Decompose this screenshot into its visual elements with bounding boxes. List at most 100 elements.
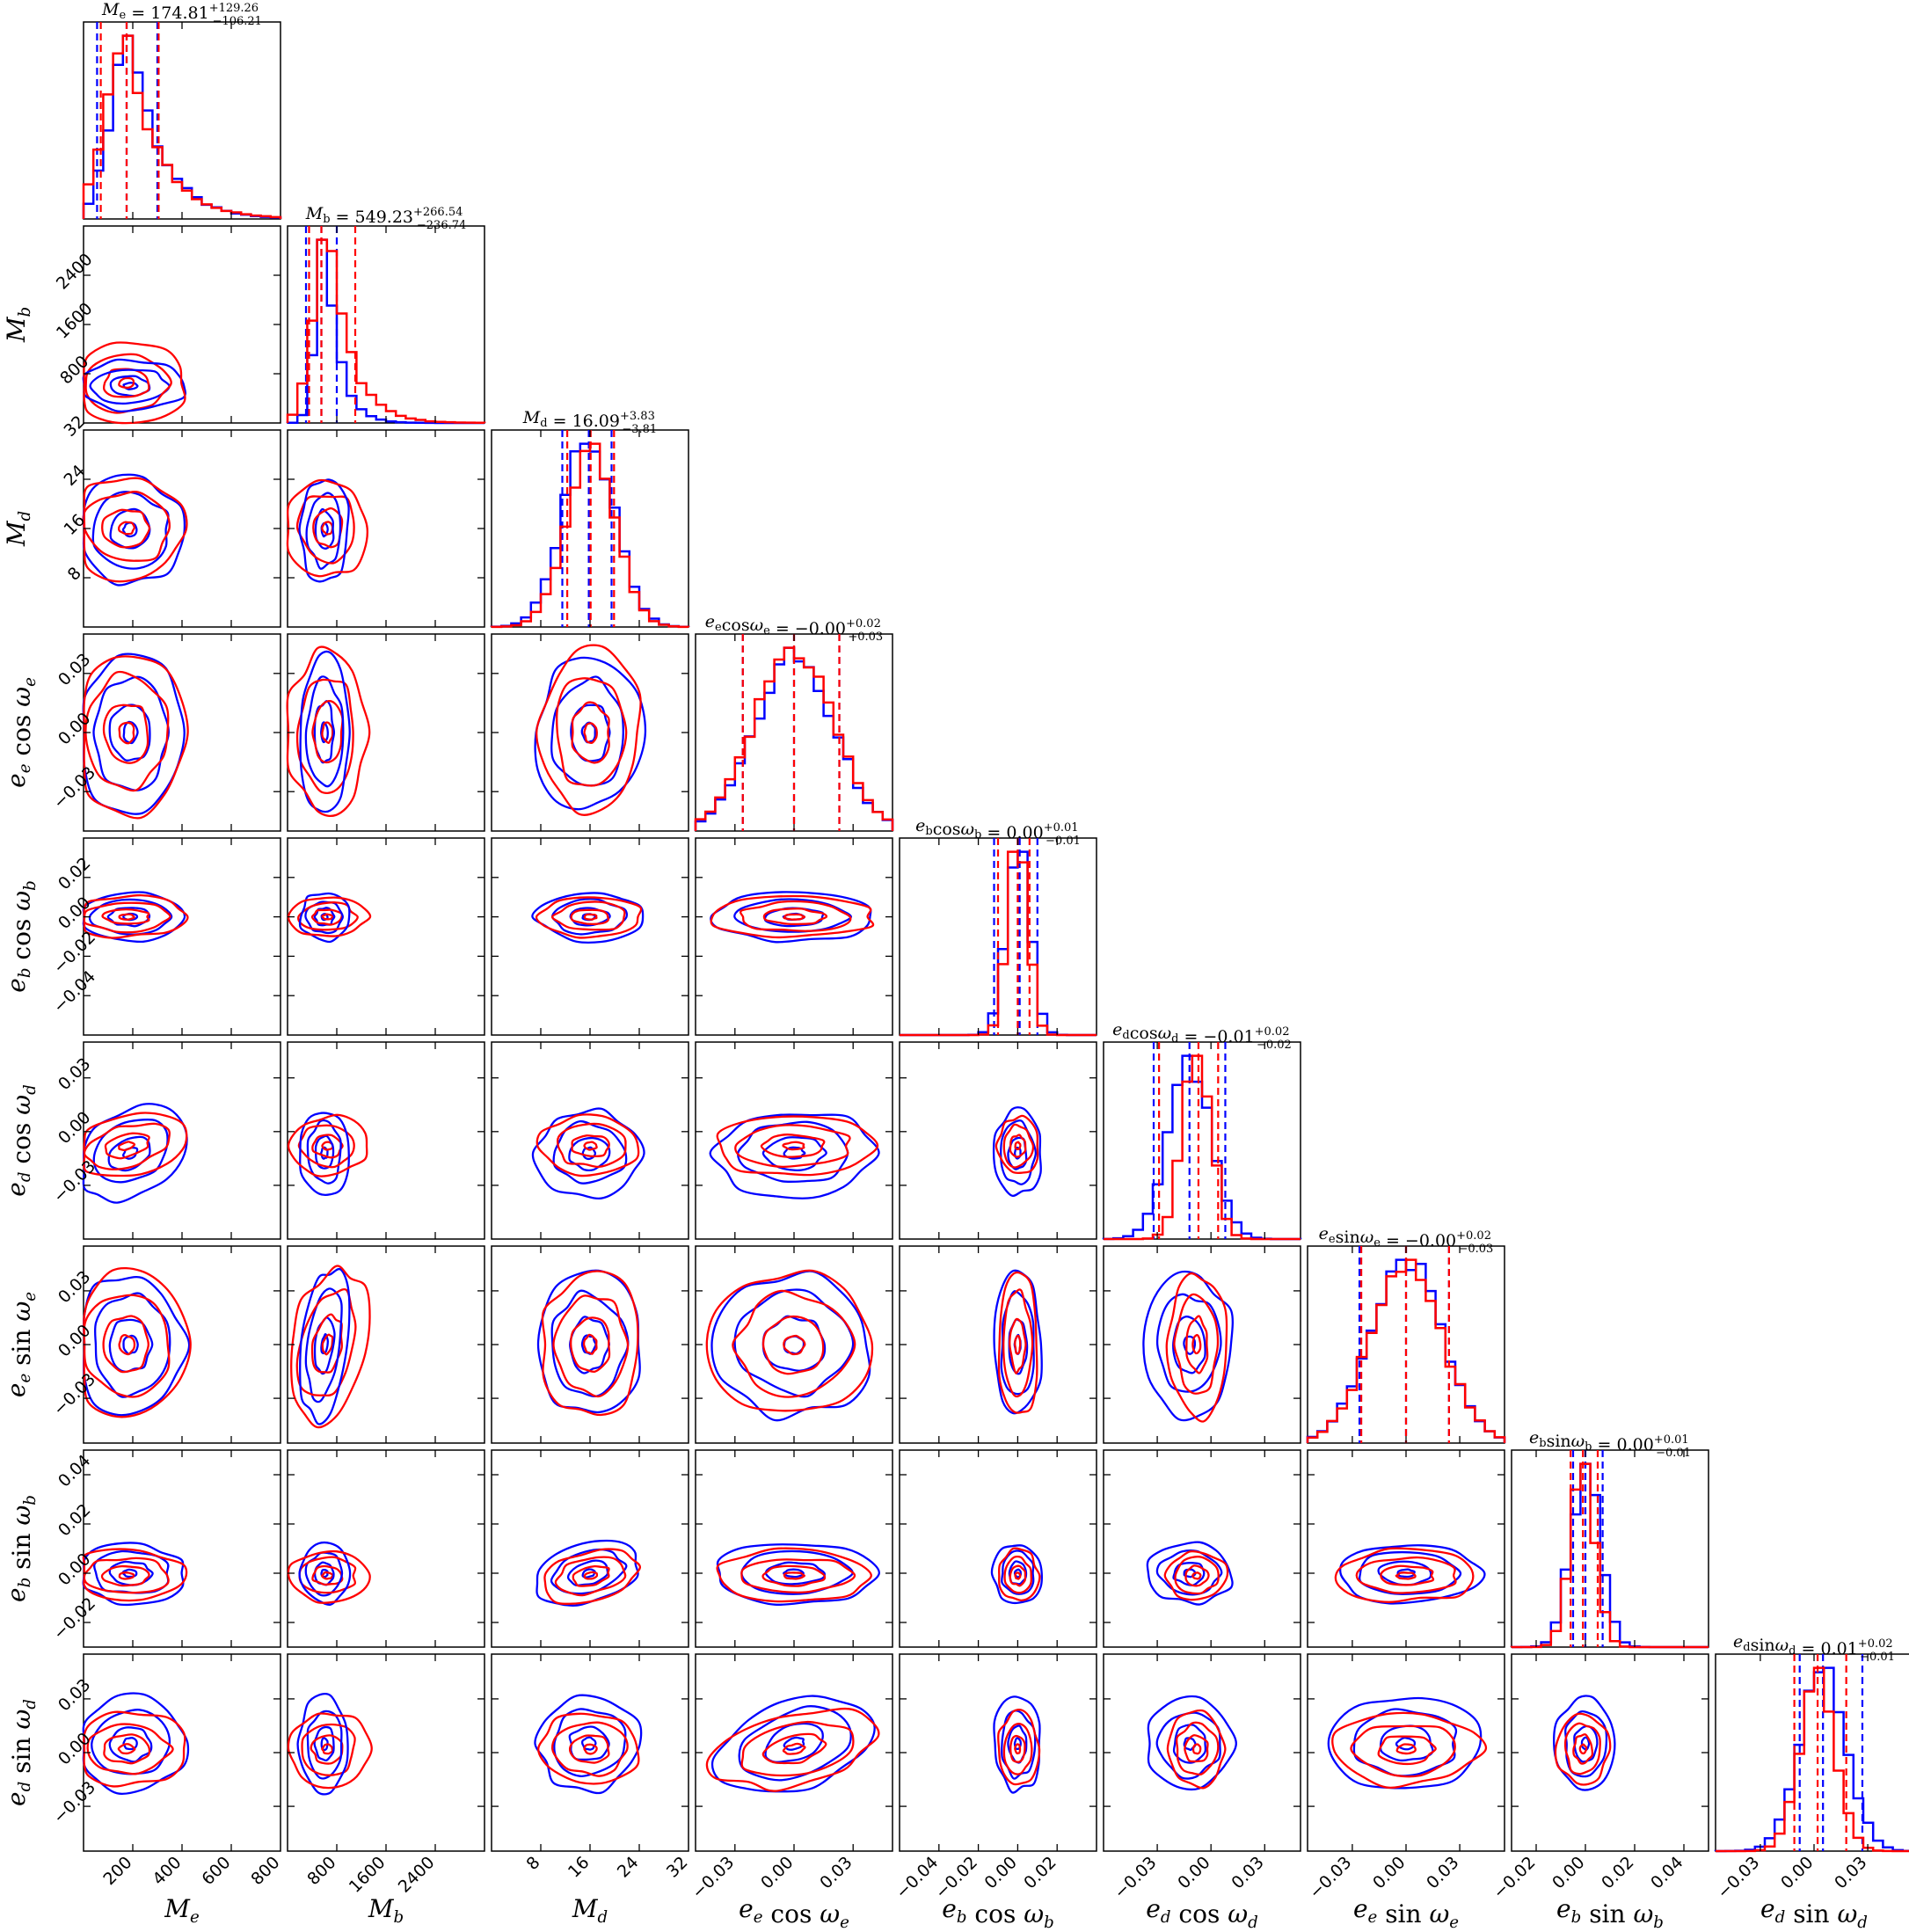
contour-panel-ecoswe-vs-Md (491, 633, 689, 832)
contour-red-3 (290, 1265, 371, 1429)
contour-red-0 (783, 1571, 805, 1580)
x-tick-label-ecoswe-0: −0.03 (689, 1853, 739, 1903)
x-tick-label-ecoswb-3: 0.02 (1020, 1853, 1060, 1892)
contour-red-1 (102, 1315, 149, 1374)
contour-blue-2 (550, 1548, 628, 1595)
contour-blue-1 (313, 700, 336, 764)
contour-panel-ecoswb-vs-Mb (287, 837, 485, 1036)
contour-red-2 (734, 1124, 851, 1169)
panel-frame (1103, 1449, 1301, 1648)
contour-red-0 (1014, 1743, 1022, 1755)
contour-blue-3 (298, 892, 351, 944)
contour-blue-3 (990, 1544, 1043, 1605)
contour-blue-2 (1359, 1550, 1462, 1595)
contour-red-0 (583, 722, 598, 745)
y-axis-label-ecoswb: eb cos ωb (2, 880, 40, 992)
contour-red-2 (1355, 1556, 1457, 1594)
hist-panel-ecoswd: edcosωd = −0.01+0.02 −0.02 (1102, 1020, 1301, 1241)
contour-red-1 (761, 1564, 827, 1587)
panel-frame (287, 837, 485, 1036)
contour-blue-0 (783, 1568, 805, 1578)
contour-red-1 (1009, 1734, 1026, 1763)
contour-red-0 (1014, 1571, 1022, 1580)
contour-red-1 (570, 1316, 611, 1374)
y-axis-label-ecoswd: ed cos ωd (2, 1084, 40, 1196)
ticks-6-5 (1104, 1246, 1301, 1443)
contour-blue-2 (306, 1119, 342, 1185)
contour-blue-2 (91, 491, 170, 570)
contour-red-1 (568, 1734, 610, 1764)
contour-red-2 (552, 1294, 630, 1398)
ticks-2-0 (84, 430, 281, 627)
hist-title-esinwd: edsinωd = 0.01+0.02 −0.01 (1733, 1632, 1895, 1664)
contour-panel-ecoswd-vs-Mb (287, 1041, 485, 1240)
contour-red-2 (1002, 1123, 1035, 1169)
contour-blue-3 (531, 892, 645, 944)
contour-blue-1 (106, 907, 151, 928)
contour-red-3 (998, 1547, 1041, 1601)
x-tick-label-Me-2: 600 (198, 1853, 234, 1889)
contour-red-2 (556, 1122, 627, 1169)
x-tick-label-Mb-0: 800 (303, 1853, 339, 1889)
contour-red-2 (740, 1720, 855, 1777)
contour-red-3 (716, 1115, 879, 1177)
contour-red-1 (762, 908, 828, 926)
contour-red-2 (1563, 1722, 1601, 1775)
x-tick-label-ecoswe-1: 0.00 (757, 1853, 797, 1892)
contour-blue-1 (1379, 1724, 1434, 1762)
contour-blue-0 (122, 912, 139, 922)
contour-red-2 (740, 1558, 856, 1593)
contour-red-0 (118, 1333, 136, 1356)
ticks-8-5 (1104, 1654, 1301, 1851)
contour-blue-0 (320, 1568, 329, 1578)
x-axis-Md: 8 16 24 32 Md (522, 1853, 691, 1927)
contour-blue-1 (1172, 1724, 1207, 1764)
panel-frame (899, 1449, 1097, 1648)
ticks-5-5 (1156, 1042, 1265, 1239)
hist-red-esinwd (1716, 1666, 1909, 1853)
contour-blue-2 (304, 1287, 343, 1403)
contour-red-0 (782, 1141, 805, 1151)
panel-frame (287, 1653, 485, 1852)
contour-red-2 (295, 1288, 357, 1397)
y-axis-label-Mb: Mb (2, 307, 34, 343)
hist-title-Md: Md = 16.09+3.83 −3.81 (522, 408, 657, 436)
contour-blue-3 (716, 1543, 880, 1607)
contour-red-2 (1002, 1723, 1033, 1775)
panel-frame (899, 1653, 1097, 1852)
contour-red-0 (783, 1334, 806, 1356)
contour-red-3 (1166, 1709, 1227, 1790)
contour-red-2 (1174, 1556, 1220, 1595)
contour-red-3 (705, 1269, 874, 1412)
contour-blue-3 (534, 1694, 643, 1795)
panel-frame (1103, 1653, 1301, 1852)
panel-frame (491, 633, 689, 832)
hist-title-ecoswe: eecosωe = −0.00+0.02 −0.03 (705, 612, 883, 644)
hist-panel-esinwe: eesinωe = −0.00+0.02 −0.03 (1306, 1224, 1506, 1444)
contour-red-3 (536, 1113, 640, 1177)
contour-blue-2 (738, 1705, 852, 1782)
panel-frame (287, 1041, 485, 1240)
contour-blue-2 (1001, 1549, 1035, 1595)
contour-red-3 (83, 1112, 188, 1177)
contour-red-1 (103, 1733, 151, 1765)
contour-panel-esinwb-vs-esinwe (1307, 1449, 1505, 1648)
ticks-6-0 (84, 1246, 281, 1443)
contour-red-0 (321, 1571, 334, 1580)
contour-red-3 (287, 1549, 371, 1604)
contour-blue-2 (1155, 1549, 1223, 1596)
contour-panel-esinwd-vs-Mb (287, 1653, 485, 1852)
hist-red-ecoswd (1104, 1054, 1301, 1241)
contour-panel-ecoswd-vs-Me (82, 1041, 281, 1240)
panel-frame (899, 1245, 1097, 1444)
contour-panel-esinwd-vs-Me (82, 1653, 281, 1852)
hist-frame-ecoswd (1103, 1041, 1301, 1240)
ticks-6-2 (492, 1246, 689, 1443)
contour-blue-1 (1377, 1560, 1432, 1586)
contour-blue-3 (993, 1695, 1041, 1794)
y-axis-label-ecoswe: ee cos ωe (2, 677, 40, 788)
contour-red-3 (535, 896, 643, 939)
